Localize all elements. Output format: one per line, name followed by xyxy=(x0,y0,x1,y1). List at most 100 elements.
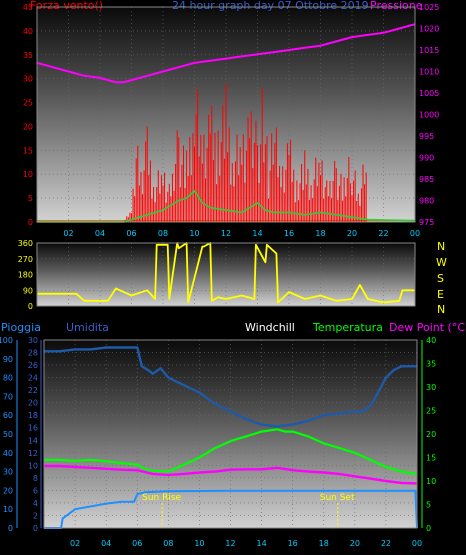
time-tick-label: 12 xyxy=(221,229,231,238)
dewpoint-label: Dew Point (°C) xyxy=(389,321,466,334)
wind-tick-label: 5 xyxy=(28,194,33,203)
humidity-tick-label: 26 xyxy=(28,361,38,370)
humidity-tick-label: 0 xyxy=(33,524,38,533)
direction-tick-label: 0 xyxy=(28,302,33,311)
gust-line xyxy=(37,190,416,223)
time-tick-label: 04 xyxy=(95,229,105,238)
wind-tick-label: 40 xyxy=(23,27,33,36)
rain-tick-label: 90 xyxy=(3,355,13,364)
direction-tick-label: 270 xyxy=(18,255,33,264)
time-tick-label: 18 xyxy=(315,229,325,238)
wind-tick-label: 25 xyxy=(23,99,33,108)
wind-direction-frame xyxy=(36,242,416,307)
humidity-tick-label: 8 xyxy=(33,474,38,483)
wind-tick-label: 0 xyxy=(28,218,33,227)
humidity-line xyxy=(44,346,417,428)
temperature-tick-label: 30 xyxy=(426,383,436,392)
time-tick-label: 02 xyxy=(63,229,73,238)
rain-tick-label: 80 xyxy=(3,374,13,383)
wind-tick-label: 15 xyxy=(23,146,33,155)
wind-tick-label: 45 xyxy=(23,3,33,12)
time-tick-label: 14 xyxy=(256,539,266,548)
temperature-line xyxy=(44,428,418,475)
humidity-tick-label: 28 xyxy=(28,349,38,358)
pressure-tick-label: 975 xyxy=(419,218,434,227)
wind-tick-label: 30 xyxy=(23,75,33,84)
temperature-tick-label: 15 xyxy=(426,454,436,463)
time-tick-label: 20 xyxy=(347,229,357,238)
humidity-temperature-frame xyxy=(43,339,418,529)
time-tick-label: 20 xyxy=(350,539,360,548)
humidity-tick-label: 6 xyxy=(33,486,38,495)
wind-tick-label: 10 xyxy=(23,170,33,179)
humidity-tick-label: 30 xyxy=(28,336,38,345)
pressure-line xyxy=(36,23,416,84)
wind-tick-label: 35 xyxy=(23,51,33,60)
pressure-tick-label: 1005 xyxy=(419,89,439,98)
compass-w: W xyxy=(436,256,447,269)
pressure-tick-label: 1015 xyxy=(419,46,439,55)
temperature-tick-label: 35 xyxy=(426,360,436,369)
temperature-tick-label: 25 xyxy=(426,407,436,416)
temperature-tick-label: 5 xyxy=(426,501,431,510)
rain-tick-label: 50 xyxy=(3,430,13,439)
time-tick-label: 00 xyxy=(412,539,422,548)
humidity-tick-label: 12 xyxy=(28,449,38,458)
wind-pressure-frame xyxy=(36,6,416,223)
wind-speed-label: Forza vento() xyxy=(30,0,103,12)
humidity-tick-label: 20 xyxy=(28,399,38,408)
temperature-tick-label: 20 xyxy=(426,430,436,439)
time-tick-label: 22 xyxy=(378,229,388,238)
humidity-tick-label: 2 xyxy=(33,511,38,520)
direction-tick-label: 360 xyxy=(18,239,33,248)
pressure-tick-label: 1020 xyxy=(419,25,439,34)
rain-tick-label: 30 xyxy=(3,468,13,477)
pressure-tick-label: 995 xyxy=(419,132,434,141)
rain-tick-label: 70 xyxy=(3,392,13,401)
humidity-tick-label: 18 xyxy=(28,411,38,420)
pressure-tick-label: 980 xyxy=(419,197,434,206)
pressure-tick-label: 1000 xyxy=(419,111,439,120)
pressure-tick-label: 990 xyxy=(419,154,434,163)
rain-tick-label: 40 xyxy=(3,449,13,458)
direction-tick-label: 180 xyxy=(18,271,33,280)
time-tick-label: 22 xyxy=(381,539,391,548)
time-tick-label: 08 xyxy=(163,539,173,548)
windchill-label: Windchill xyxy=(245,321,295,334)
compass-e: E xyxy=(437,288,444,301)
temperature-tick-label: 0 xyxy=(426,524,431,533)
humidity-tick-label: 10 xyxy=(28,461,38,470)
dewpoint-line xyxy=(44,464,418,485)
humidity-tick-label: 16 xyxy=(28,424,38,433)
compass-n-bottom: N xyxy=(437,303,445,316)
wind-tick-label: 20 xyxy=(23,122,33,131)
compass-s: S xyxy=(437,272,444,285)
rain-label: Pioggia xyxy=(1,321,41,334)
temperature-label: Temperatura xyxy=(312,321,383,334)
humidity-label: Umidita xyxy=(66,321,109,334)
time-tick-label: 16 xyxy=(284,229,294,238)
time-tick-label: 16 xyxy=(288,539,298,548)
humidity-tick-label: 22 xyxy=(28,386,38,395)
time-tick-label: 04 xyxy=(101,539,111,548)
rain-tick-label: 60 xyxy=(3,411,13,420)
time-tick-label: 10 xyxy=(189,229,199,238)
time-tick-label: 10 xyxy=(194,539,204,548)
humidity-tick-label: 14 xyxy=(28,436,38,445)
compass-n-top: N xyxy=(437,240,445,253)
time-tick-label: 12 xyxy=(225,539,235,548)
humidity-tick-label: 4 xyxy=(33,499,38,508)
rain-tick-label: 10 xyxy=(3,505,13,514)
temperature-tick-label: 10 xyxy=(426,477,436,486)
sunrise-label: Sun Rise xyxy=(142,493,181,503)
pressure-tick-label: 985 xyxy=(419,175,434,184)
time-tick-label: 00 xyxy=(410,229,420,238)
pressure-tick-label: 1025 xyxy=(419,3,439,12)
time-tick-label: 18 xyxy=(319,539,329,548)
direction-line xyxy=(37,242,415,304)
time-tick-label: 14 xyxy=(252,229,262,238)
time-tick-label: 08 xyxy=(158,229,168,238)
rain-line xyxy=(44,489,418,529)
pressure-tick-label: 1010 xyxy=(419,68,439,77)
